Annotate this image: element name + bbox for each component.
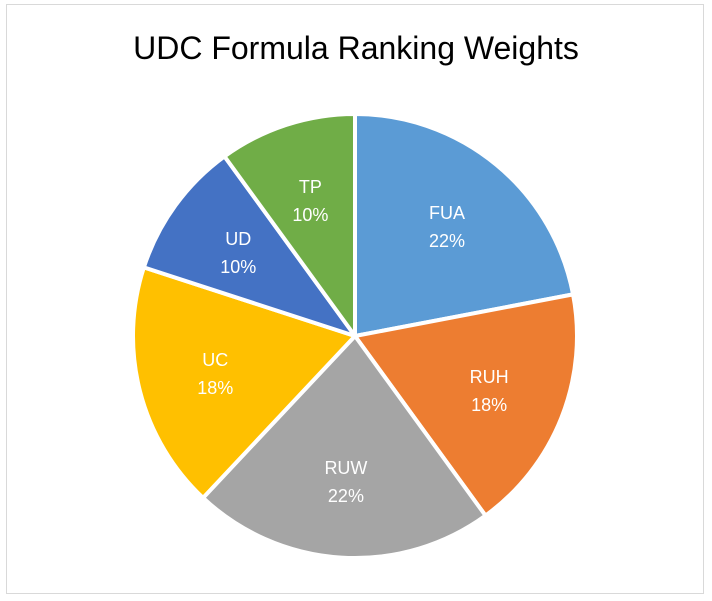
- slice-label-tp: TP: [299, 177, 322, 197]
- slice-label-ruh: RUH: [470, 367, 509, 387]
- slice-value-ud: 10%: [220, 257, 256, 277]
- slice-label-ruw: RUW: [324, 458, 367, 478]
- slice-label-ud: UD: [225, 229, 251, 249]
- slice-value-tp: 10%: [292, 205, 328, 225]
- pie-slice-ruh: [353, 292, 579, 518]
- slice-value-fua: 22%: [429, 231, 465, 251]
- slice-value-uc: 18%: [197, 378, 233, 398]
- slice-label-fua: FUA: [429, 203, 465, 223]
- slice-value-ruh: 18%: [471, 395, 507, 415]
- pie-slice-fua: [353, 112, 576, 338]
- slice-value-ruw: 22%: [328, 486, 364, 506]
- pie-slice-tp: [222, 112, 357, 338]
- chart-title: UDC Formula Ranking Weights: [133, 30, 579, 66]
- slice-label-uc: UC: [202, 350, 228, 370]
- pie-slice-uc: [131, 265, 357, 500]
- pie-slice-ud: [141, 154, 357, 338]
- pie-slice-ruw: [201, 334, 488, 560]
